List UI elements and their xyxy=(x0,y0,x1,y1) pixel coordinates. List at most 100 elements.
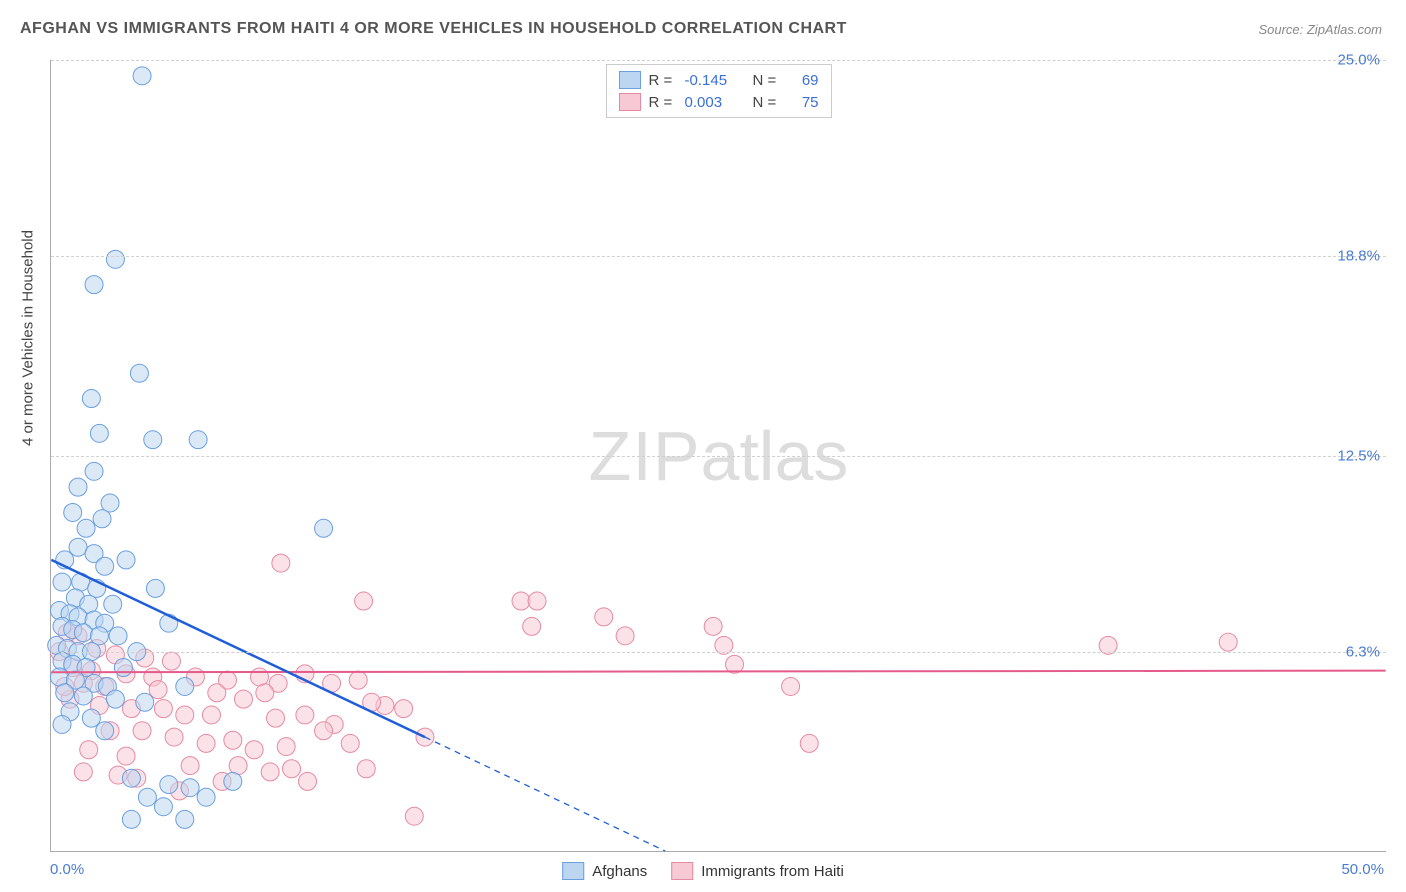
haiti-point xyxy=(117,747,135,765)
r-label: R = xyxy=(649,94,677,111)
haiti-point xyxy=(181,757,199,775)
haiti-point xyxy=(251,668,269,686)
haiti-point xyxy=(341,734,359,752)
gridline xyxy=(51,256,1386,257)
afghans-point xyxy=(53,573,71,591)
haiti-point xyxy=(704,617,722,635)
haiti-point xyxy=(395,700,413,718)
n-label: N = xyxy=(753,94,781,111)
afghans-point xyxy=(133,67,151,85)
afghans-point xyxy=(106,250,124,268)
y-tick-label: 12.5% xyxy=(1337,448,1380,465)
haiti-point xyxy=(296,706,314,724)
haiti-point xyxy=(202,706,220,724)
haiti-point xyxy=(523,617,541,635)
afghans-point xyxy=(315,519,333,537)
gridline xyxy=(51,652,1386,653)
haiti-trendline xyxy=(51,671,1385,673)
afghans-point xyxy=(90,627,108,645)
correlation-legend: R = -0.145 N = 69 R = 0.003 N = 75 xyxy=(606,64,832,118)
afghans-point xyxy=(146,579,164,597)
haiti-point xyxy=(800,734,818,752)
haiti-point xyxy=(149,681,167,699)
haiti-point xyxy=(197,734,215,752)
afghans-point xyxy=(96,557,114,575)
legend-swatch-haiti xyxy=(619,93,641,111)
afghans-point xyxy=(114,658,132,676)
afghans-point xyxy=(101,494,119,512)
x-tick-max: 50.0% xyxy=(1341,861,1384,878)
afghans-point xyxy=(138,788,156,806)
afghans-point xyxy=(82,709,100,727)
haiti-point xyxy=(349,671,367,689)
r-value-haiti: 0.003 xyxy=(685,94,745,111)
haiti-point xyxy=(1219,633,1237,651)
afghans-point xyxy=(154,798,172,816)
haiti-point xyxy=(162,652,180,670)
afghans-point xyxy=(122,769,140,787)
haiti-point xyxy=(405,807,423,825)
afghans-trendline-dashed xyxy=(425,737,665,851)
haiti-point xyxy=(74,763,92,781)
haiti-point xyxy=(165,728,183,746)
afghans-point xyxy=(93,510,111,528)
legend-label-afghans: Afghans xyxy=(592,863,647,880)
afghans-point xyxy=(56,684,74,702)
haiti-point xyxy=(80,741,98,759)
plot-area: ZIPatlas R = -0.145 N = 69 R = 0.003 N =… xyxy=(50,60,1386,852)
legend-row-haiti: R = 0.003 N = 75 xyxy=(619,91,819,113)
afghans-point xyxy=(85,462,103,480)
n-value-afghans: 69 xyxy=(789,72,819,89)
afghans-point xyxy=(197,788,215,806)
afghans-point xyxy=(64,503,82,521)
legend-swatch-haiti-icon xyxy=(671,862,693,880)
x-tick-min: 0.0% xyxy=(50,861,84,878)
afghans-point xyxy=(122,810,140,828)
afghans-point xyxy=(109,627,127,645)
haiti-point xyxy=(782,677,800,695)
haiti-point xyxy=(528,592,546,610)
afghans-point xyxy=(117,551,135,569)
afghans-point xyxy=(181,779,199,797)
legend-swatch-afghans-icon xyxy=(562,862,584,880)
haiti-point xyxy=(315,722,333,740)
gridline xyxy=(51,456,1386,457)
haiti-point xyxy=(616,627,634,645)
haiti-point xyxy=(355,592,373,610)
haiti-point xyxy=(176,706,194,724)
legend-row-afghans: R = -0.145 N = 69 xyxy=(619,69,819,91)
afghans-point xyxy=(189,431,207,449)
afghans-point xyxy=(104,595,122,613)
afghans-point xyxy=(106,690,124,708)
haiti-point xyxy=(245,741,263,759)
afghans-point xyxy=(176,677,194,695)
y-tick-label: 6.3% xyxy=(1346,644,1380,661)
afghans-point xyxy=(53,715,71,733)
afghans-point xyxy=(130,364,148,382)
haiti-point xyxy=(234,690,252,708)
afghans-point xyxy=(74,687,92,705)
haiti-point xyxy=(272,554,290,572)
n-value-haiti: 75 xyxy=(789,94,819,111)
afghans-point xyxy=(144,431,162,449)
chart-title: AFGHAN VS IMMIGRANTS FROM HAITI 4 OR MOR… xyxy=(20,20,847,38)
afghans-point xyxy=(77,519,95,537)
legend-label-haiti: Immigrants from Haiti xyxy=(701,863,844,880)
afghans-point xyxy=(96,722,114,740)
series-legend: Afghans Immigrants from Haiti xyxy=(562,862,844,880)
afghans-point xyxy=(90,424,108,442)
n-label: N = xyxy=(753,72,781,89)
haiti-point xyxy=(256,684,274,702)
haiti-point xyxy=(277,738,295,756)
r-value-afghans: -0.145 xyxy=(685,72,745,89)
source-attribution: Source: ZipAtlas.com xyxy=(1258,22,1382,37)
afghans-point xyxy=(69,478,87,496)
afghans-point xyxy=(50,668,68,686)
legend-swatch-afghans xyxy=(619,71,641,89)
haiti-point xyxy=(154,700,172,718)
haiti-point xyxy=(512,592,530,610)
haiti-point xyxy=(283,760,301,778)
haiti-point xyxy=(229,757,247,775)
afghans-point xyxy=(160,776,178,794)
haiti-point xyxy=(267,709,285,727)
